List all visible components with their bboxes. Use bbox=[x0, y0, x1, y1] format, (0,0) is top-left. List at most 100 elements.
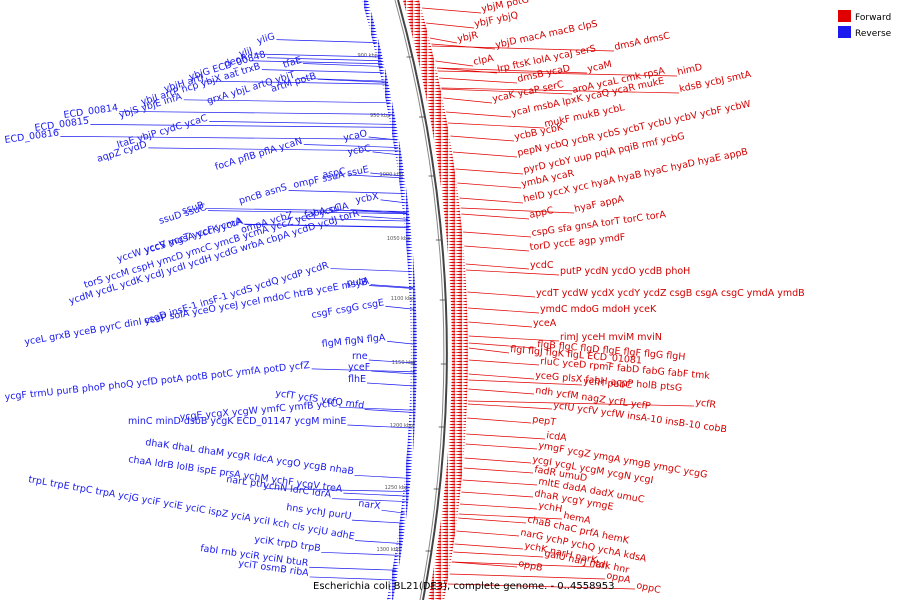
legend-swatch-reverse bbox=[838, 26, 851, 38]
gene-label: yliG bbox=[256, 31, 277, 47]
reverse-connector-line bbox=[361, 215, 408, 220]
reverse-connector-line bbox=[183, 99, 391, 104]
forward-connector-line bbox=[451, 561, 518, 568]
forward-connector-line bbox=[464, 245, 530, 252]
reverse-connector-line bbox=[254, 53, 381, 58]
forward-connector-line bbox=[447, 583, 636, 590]
forward-connector-line bbox=[441, 88, 573, 95]
gene-label: ycgF trmU purB phoP phoQ ycfD potA potB … bbox=[4, 360, 311, 403]
reverse-connector-line bbox=[288, 190, 405, 194]
genome-caption: Escherichia coli BL21(DE3), complete gen… bbox=[313, 581, 615, 592]
gene-label: ycaO bbox=[342, 128, 368, 144]
forward-connector-line bbox=[467, 400, 695, 407]
gene-label: flhE bbox=[348, 374, 366, 385]
tick-label: 950 kbp bbox=[370, 113, 390, 119]
reverse-connector-line bbox=[385, 305, 415, 310]
reverse-connector-line bbox=[347, 424, 413, 429]
forward-connector-line bbox=[468, 347, 510, 354]
gene-label: putP ycdN ycdO ycdB phoH bbox=[560, 266, 690, 277]
reverse-connector-line bbox=[364, 409, 414, 413]
reverse-connector-line bbox=[354, 540, 401, 544]
reverse-connector-line bbox=[204, 80, 387, 85]
forward-connector-line bbox=[451, 561, 595, 568]
reverse-connector-line bbox=[208, 210, 408, 214]
forward-connector-line bbox=[435, 60, 474, 67]
reverse-connector-line bbox=[370, 172, 403, 177]
gene-label: ycdT ycdW ycdX ycdY ycdZ csgB csgA csgC … bbox=[536, 288, 805, 299]
gene-label: oppA bbox=[605, 570, 632, 586]
reverse-connector-line bbox=[267, 57, 382, 62]
reverse-connector-line bbox=[330, 268, 413, 272]
reverse-connector-line bbox=[380, 199, 407, 204]
reverse-connector-line bbox=[296, 77, 386, 82]
forward-connector-line bbox=[439, 77, 518, 84]
tick-label: 1150 kbp bbox=[392, 360, 416, 366]
gene-label: ycaM bbox=[586, 59, 613, 75]
reverse-connector-line bbox=[148, 147, 399, 152]
gene-label: focA pflB pflA ycaN bbox=[214, 136, 304, 173]
gene-label: dmsA dmsC bbox=[613, 30, 671, 53]
gene-label: rimJ yceH mviM mviN bbox=[560, 332, 662, 343]
forward-connector-line bbox=[468, 359, 540, 366]
tick-label: 1300 kbp bbox=[377, 547, 401, 553]
forward-connector-line bbox=[463, 231, 532, 238]
forward-connector-line bbox=[450, 135, 515, 142]
gene-label: ycdC bbox=[530, 260, 554, 271]
gene-label: ychH bbox=[537, 500, 563, 515]
reverse-connector-line bbox=[311, 368, 415, 373]
gene-label: ymdC mdoG mdoH yceK bbox=[540, 304, 657, 315]
legend-swatch-forward bbox=[838, 10, 851, 22]
reverse-connector-line bbox=[368, 359, 415, 364]
forward-connector-line bbox=[431, 43, 496, 50]
reverse-connector-line bbox=[60, 136, 397, 140]
gene-label: pncB asnS bbox=[238, 182, 289, 207]
forward-connector-line bbox=[455, 168, 524, 175]
reverse-connector-line bbox=[370, 284, 414, 288]
forward-connector-line bbox=[468, 373, 535, 380]
reverse-connector-line bbox=[303, 63, 383, 67]
forward-connector-lines bbox=[422, 7, 695, 590]
reverse-connector-line bbox=[350, 209, 408, 213]
forward-connector-line bbox=[468, 307, 540, 314]
gene-label: narL pth bbox=[226, 474, 267, 490]
gene-label: yliJ bbox=[238, 45, 254, 60]
gene-label: minC minD dsbB ycgK ECD_01147 ycgM minE bbox=[128, 416, 346, 427]
forward-connector-line bbox=[464, 457, 532, 464]
legend: Forward Reverse bbox=[838, 10, 892, 39]
forward-connector-line bbox=[443, 97, 493, 104]
gene-label: aspC bbox=[322, 166, 347, 181]
reverse-gene-labels: yliG yliJ deoR tfaE ybjG ECD_00848 ybjH … bbox=[4, 31, 386, 579]
gene-label: flgM flgN flgA bbox=[321, 332, 386, 350]
reverse-connector-line bbox=[347, 174, 403, 179]
forward-connector-line bbox=[458, 513, 563, 520]
legend-label-reverse: Reverse bbox=[855, 29, 892, 39]
forward-connector-line bbox=[429, 37, 458, 44]
gene-label: ycbC bbox=[347, 143, 372, 158]
gene-label: putA bbox=[346, 276, 370, 289]
forward-connector-line bbox=[468, 388, 535, 395]
tick-label: 1100 kbp bbox=[391, 296, 415, 302]
gene-label: ybjR bbox=[456, 30, 479, 45]
gene-label: narX bbox=[358, 498, 382, 512]
forward-connector-line bbox=[422, 7, 482, 14]
forward-connector-line bbox=[437, 70, 678, 77]
forward-connector-line bbox=[453, 551, 544, 558]
reverse-connector-line bbox=[209, 121, 395, 125]
gene-label: yceF bbox=[348, 362, 370, 373]
forward-connector-line bbox=[448, 122, 545, 129]
gene-label: pepT bbox=[532, 414, 557, 428]
forward-connector-line bbox=[446, 111, 512, 118]
forward-connector-line bbox=[466, 269, 560, 276]
reverse-connector-line bbox=[338, 406, 414, 411]
reverse-connector-line bbox=[317, 78, 387, 83]
forward-connector-line bbox=[449, 573, 606, 580]
reverse-connector-line bbox=[309, 576, 395, 581]
forward-connector-line bbox=[463, 467, 534, 474]
forward-connector-line bbox=[456, 530, 520, 537]
forward-connector-line bbox=[460, 207, 575, 214]
gene-label: appC bbox=[528, 205, 555, 221]
tick-label: 1050 kbp bbox=[387, 236, 411, 242]
reverse-connector-line bbox=[351, 519, 404, 524]
forward-connector-line bbox=[441, 87, 680, 94]
